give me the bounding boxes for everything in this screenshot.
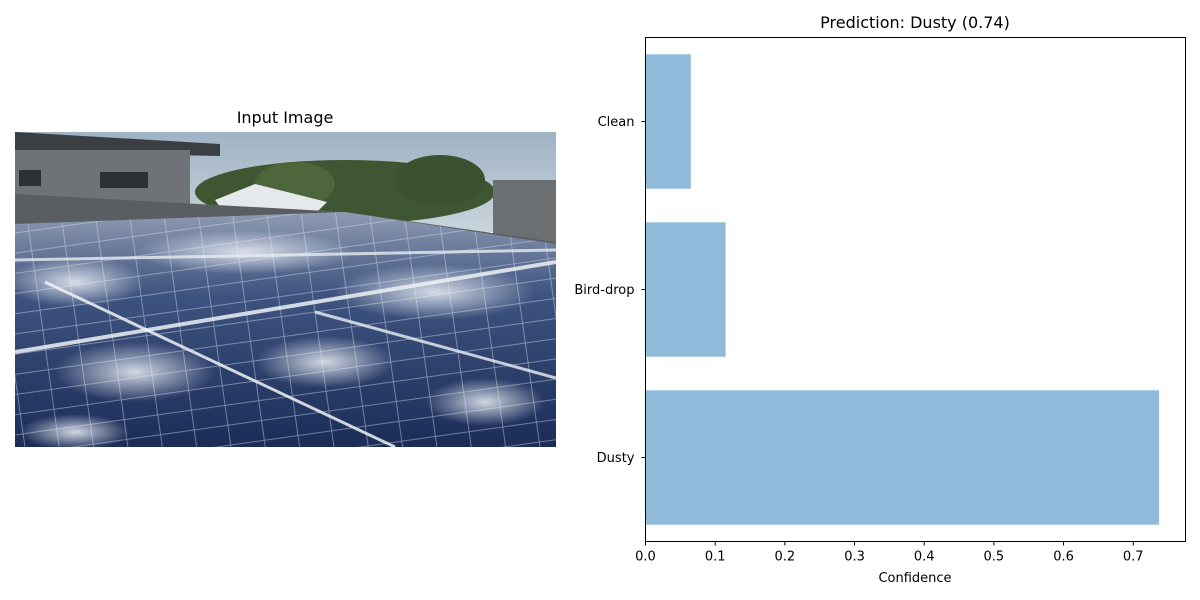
x-tick-label: 0.3 [844, 550, 865, 565]
y-ticks-layer: Clean Bird-drop Dusty [574, 115, 646, 466]
input-image-title: Input Image [236, 108, 334, 127]
y-tick-label-clean: Clean [598, 115, 635, 130]
bar-clean [645, 54, 691, 189]
x-axis-label: Confidence [878, 571, 951, 586]
x-tick-label: 0.1 [705, 550, 726, 565]
bar-dusty [645, 390, 1160, 525]
solar-panel-photo [15, 132, 556, 447]
bar-bird-drop [645, 222, 726, 357]
x-tick-label: 0.7 [1123, 550, 1144, 565]
x-tick-label: 0.6 [1053, 550, 1074, 565]
x-tick-label: 0.2 [775, 550, 796, 565]
chart-title: Prediction: Dusty (0.74) [820, 13, 1010, 32]
x-tick-label: 0.0 [635, 550, 656, 565]
y-tick-label-bird-drop: Bird-drop [574, 283, 634, 298]
y-tick-label-dusty: Dusty [597, 451, 635, 466]
x-tick-label: 0.5 [984, 550, 1005, 565]
x-tick-label: 0.4 [914, 550, 935, 565]
bars-layer [645, 54, 1160, 525]
x-ticks-layer: 0.0 0.1 0.2 0.3 0.4 0.5 0.6 0.7 [635, 541, 1144, 565]
